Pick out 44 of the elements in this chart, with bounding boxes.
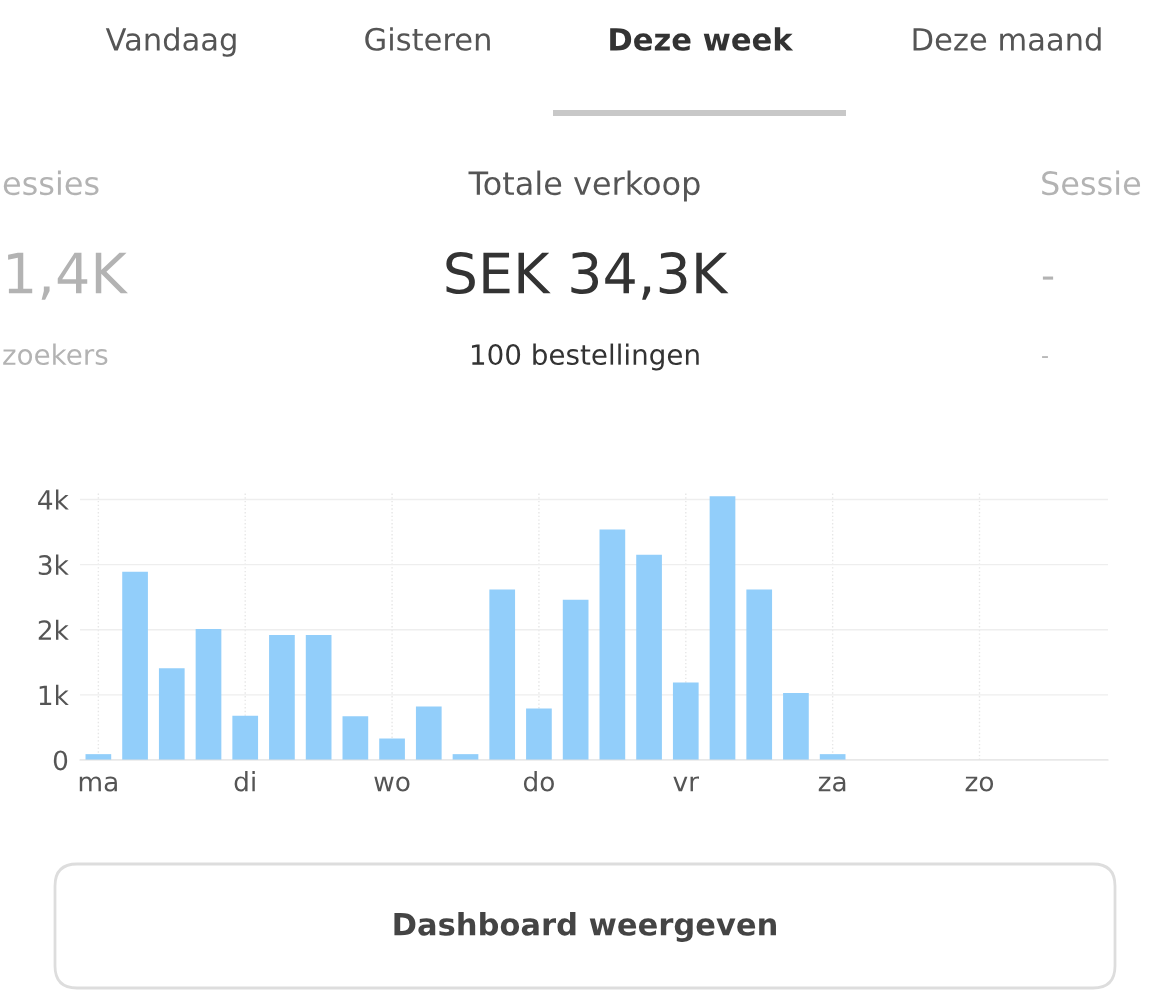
- y-tick-label: 3k: [38, 554, 69, 576]
- text: Totale verkoop: [468, 170, 700, 202]
- bar: [599, 529, 626, 760]
- y-tick-label: 2k: [38, 619, 69, 640]
- x-tick-label: za: [818, 776, 846, 792]
- y-tick-label: 4k: [38, 489, 69, 510]
- text: Gisteren: [365, 27, 490, 51]
- bar: [709, 496, 736, 760]
- bar: [269, 634, 295, 760]
- text: essies: [3, 170, 99, 196]
- y-tick-label: 1k: [39, 684, 69, 705]
- x-tick-label: do: [523, 771, 554, 792]
- text: SEK 34,3K: [446, 252, 729, 300]
- bar: [305, 634, 332, 760]
- text: Deze maand: [913, 27, 1101, 51]
- bar: [672, 682, 699, 760]
- bar: [122, 571, 148, 760]
- text: Vandaag: [105, 27, 236, 57]
- x-tick-label: wo: [374, 776, 410, 792]
- bar: [195, 629, 222, 760]
- bar: [342, 716, 369, 760]
- x-tick-label: vr: [673, 776, 700, 792]
- text: zoekers: [3, 343, 108, 366]
- text: Deze week: [610, 27, 794, 51]
- y-tick-label: 0: [53, 750, 68, 771]
- text: -: [1042, 276, 1054, 280]
- text: -: [1042, 356, 1048, 358]
- bar: [489, 589, 516, 760]
- bar: [158, 668, 185, 760]
- text: 1,4K: [8, 252, 128, 300]
- bar: [562, 599, 589, 760]
- bar: [379, 738, 405, 760]
- bar: [783, 692, 809, 760]
- bar: [232, 715, 259, 760]
- bar: [415, 706, 442, 760]
- bar: [636, 554, 662, 760]
- text: 100 bestellingen: [471, 343, 699, 371]
- text: Sessie: [1042, 170, 1141, 196]
- bar: [746, 589, 773, 760]
- bar: [526, 708, 552, 760]
- x-tick-label: di: [234, 771, 255, 792]
- x-tick-label: zo: [965, 776, 994, 792]
- text: Dashboard weergeven: [394, 912, 776, 942]
- x-tick-label: ma: [79, 776, 117, 792]
